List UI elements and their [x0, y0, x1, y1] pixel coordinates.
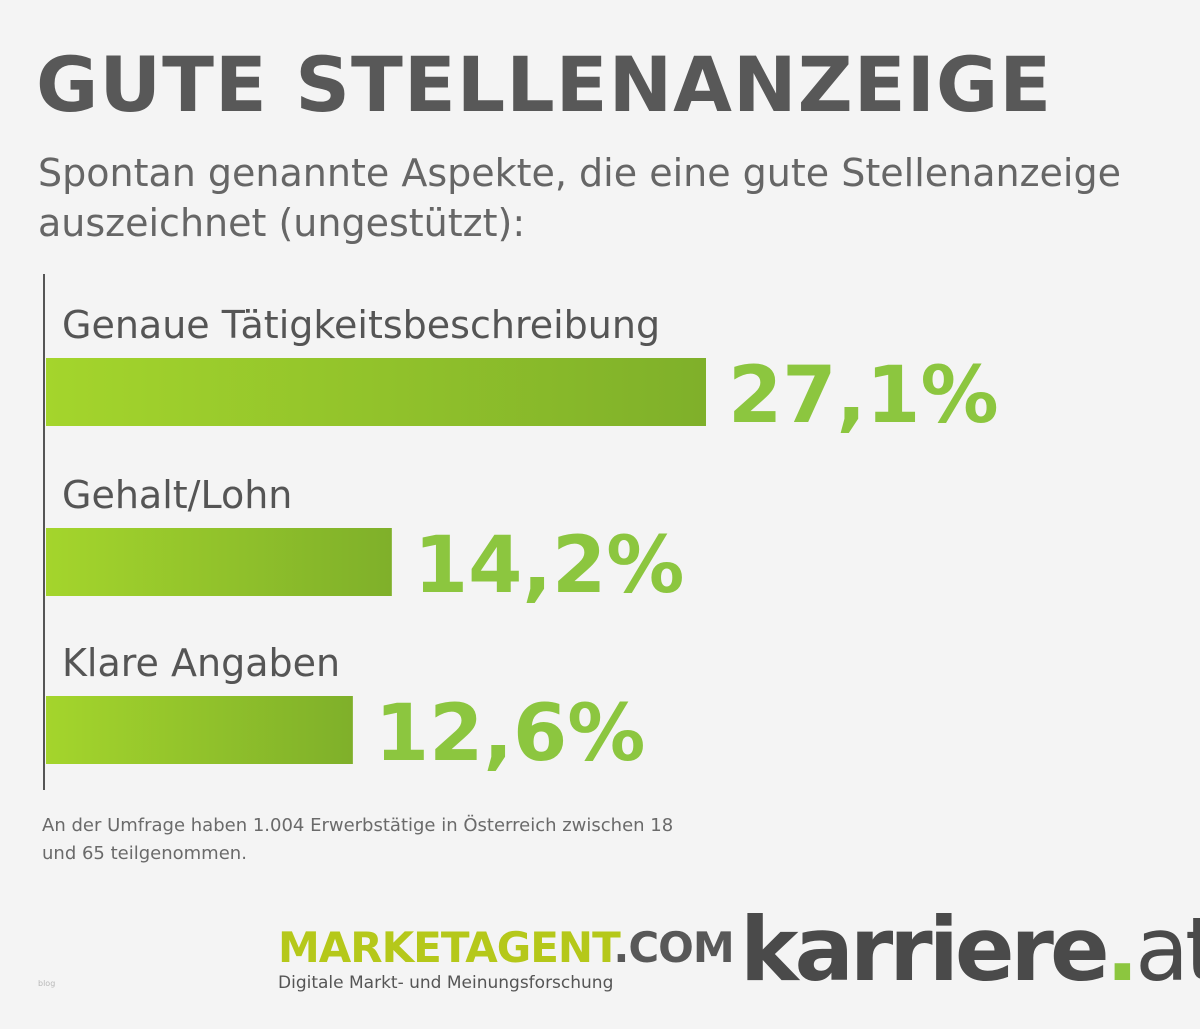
karriere-name: karriere: [740, 898, 1110, 1001]
watermark: blog: [38, 979, 56, 988]
chart-subtitle: Spontan genannte Aspekte, die eine gute …: [38, 151, 1121, 245]
category-label: Genaue Tätigkeitsbeschreibung: [62, 303, 660, 347]
value-label: 27,1%: [728, 351, 999, 441]
marketagent-wordmark: MARKETAGENT.COM: [278, 923, 735, 972]
marketagent-tld: .COM: [613, 923, 734, 972]
karriere-logo: karriere.at: [740, 900, 1200, 1000]
karriere-dot: .: [1105, 898, 1139, 1001]
marketagent-brand: MARKETAGENT: [278, 923, 614, 972]
bar: [46, 358, 706, 426]
bar: [46, 696, 353, 764]
karriere-tld: at: [1135, 898, 1200, 1001]
category-label: Klare Angaben: [62, 641, 340, 685]
bar: [46, 528, 392, 596]
footnote: An der Umfrage haben 1.004 Erwerbstätige…: [42, 815, 674, 864]
marketagent-logo: MARKETAGENT.COM Digitale Markt- und Mein…: [278, 923, 735, 994]
value-label: 12,6%: [375, 689, 646, 779]
value-label: 14,2%: [414, 521, 685, 611]
chart-title: GUTE STELLENANZEIGE: [36, 40, 1053, 129]
marketagent-tagline: Digitale Markt- und Meinungsforschung: [278, 973, 614, 993]
category-label: Gehalt/Lohn: [62, 473, 292, 517]
